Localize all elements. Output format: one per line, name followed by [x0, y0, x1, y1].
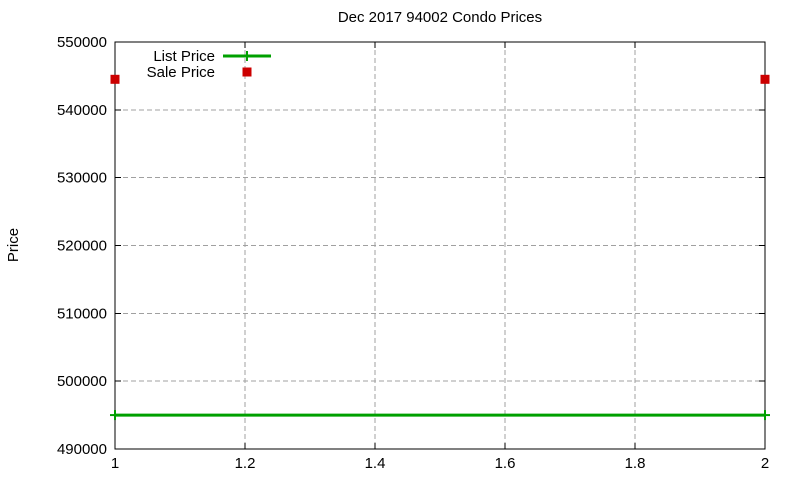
x-tick-label: 1.4 — [365, 455, 386, 472]
x-tick-label: 2 — [761, 455, 769, 472]
legend-label-sale-price: Sale Price — [147, 64, 215, 81]
chart-title: Dec 2017 94002 Condo Prices — [337, 9, 543, 26]
y-tick-label: 520000 — [57, 238, 107, 255]
legend-label-list-price: List Price — [153, 48, 215, 65]
x-tick-label: 1 — [111, 455, 119, 472]
y-tick-label: 550000 — [57, 34, 107, 51]
x-tick-label: 1.8 — [625, 455, 646, 472]
sale-price-point — [110, 74, 120, 84]
y-tick-label: 490000 — [57, 441, 107, 458]
y-tick-label: 510000 — [57, 305, 107, 322]
y-tick-label: 540000 — [57, 102, 107, 119]
sale-price-point — [760, 74, 770, 84]
x-tick-label: 1.2 — [235, 455, 256, 472]
legend-marker-sale-price — [242, 67, 252, 77]
y-tick-label: 530000 — [57, 170, 107, 187]
y-tick-label: 500000 — [57, 373, 107, 390]
x-tick-label: 1.6 — [495, 455, 516, 472]
